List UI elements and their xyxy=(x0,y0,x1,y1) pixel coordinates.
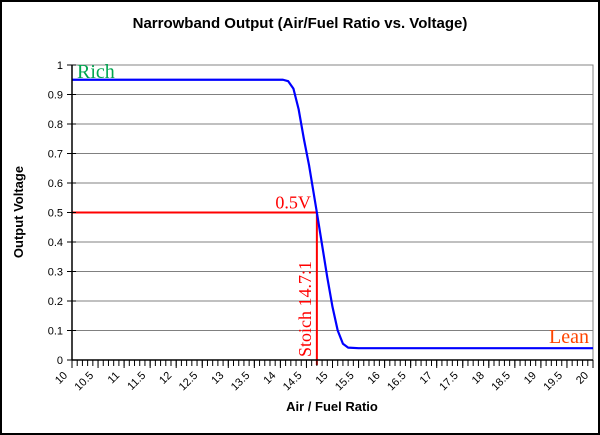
x-tick-label: 18.5 xyxy=(489,370,513,394)
x-tick-label: 14 xyxy=(261,370,278,387)
lean-annotation: Lean xyxy=(549,326,589,348)
y-tick-label: 0.5 xyxy=(48,208,63,220)
x-tick-label: 16 xyxy=(366,370,383,387)
x-tick-label: 12.5 xyxy=(177,370,201,394)
x-tick-label: 19.5 xyxy=(541,370,565,394)
y-tick-label: 0.7 xyxy=(48,149,63,161)
x-tick-label: 17 xyxy=(418,370,435,387)
y-tick-label: 0.4 xyxy=(48,237,63,249)
x-tick-label: 15 xyxy=(313,370,330,387)
y-tick-label: 0.9 xyxy=(48,90,63,102)
chart-title: Narrowband Output (Air/Fuel Ratio vs. Vo… xyxy=(132,15,468,32)
rich-annotation: Rich xyxy=(77,61,115,83)
y-tick-label: 0.8 xyxy=(48,119,63,131)
x-tick-label: 17.5 xyxy=(437,370,461,394)
x-tick-label: 20 xyxy=(574,370,591,387)
x-tick-label: 11 xyxy=(106,370,123,387)
y-tick-label: 0.1 xyxy=(48,326,63,338)
x-tick-label: 13.5 xyxy=(229,370,253,394)
y-tick-label: 1 xyxy=(57,60,63,72)
x-tick-label: 18 xyxy=(470,370,487,387)
x-tick-label: 10 xyxy=(53,370,70,387)
y-tick-label: 0 xyxy=(57,355,63,367)
x-tick-label: 19 xyxy=(522,370,539,387)
stoich-annotation: Stoich 14.7:1 xyxy=(295,261,315,357)
y-tick-label: 0.3 xyxy=(48,267,63,279)
x-tick-label: 10.5 xyxy=(73,370,97,394)
x-tick-label: 16.5 xyxy=(385,370,409,394)
y-tick-label: 0.2 xyxy=(48,296,63,308)
x-tick-label: 11.5 xyxy=(125,370,148,393)
threshold-annotation: 0.5V xyxy=(275,193,311,213)
series-line-narrowband xyxy=(72,78,593,350)
y-tick-label: 0.6 xyxy=(48,178,63,190)
x-axis-title: Air / Fuel Ratio xyxy=(286,399,378,414)
x-tick-label: 12 xyxy=(157,370,174,387)
x-tick-label: 15.5 xyxy=(333,370,357,394)
x-tick-label: 13 xyxy=(209,370,226,387)
x-tick-label: 14.5 xyxy=(281,370,305,394)
